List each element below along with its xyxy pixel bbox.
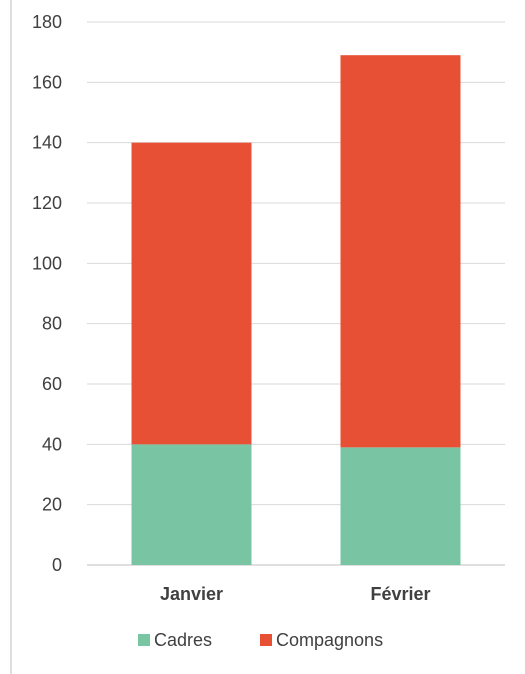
y-tick-label: 100 bbox=[32, 253, 62, 273]
y-tick-label: 160 bbox=[32, 72, 62, 92]
y-tick-label: 60 bbox=[42, 374, 62, 394]
y-tick-label: 180 bbox=[32, 12, 62, 32]
bars bbox=[131, 55, 461, 565]
y-tick-label: 140 bbox=[32, 133, 62, 153]
y-axis-tick-labels: 0 20 40 60 80 100 120 140 160 180 bbox=[32, 12, 62, 575]
legend: Cadres Compagnons bbox=[138, 630, 383, 650]
y-tick-label: 20 bbox=[42, 495, 62, 515]
legend-swatch-cadres bbox=[138, 634, 150, 646]
legend-label-cadres: Cadres bbox=[154, 630, 212, 650]
legend-swatch-compagnons bbox=[260, 634, 272, 646]
bar-cadres-2 bbox=[340, 447, 461, 565]
category-label: Janvier bbox=[160, 584, 223, 604]
legend-label-compagnons: Compagnons bbox=[276, 630, 383, 650]
y-tick-label: 40 bbox=[42, 434, 62, 454]
y-tick-label: 0 bbox=[52, 555, 62, 575]
bar-compagnons-2 bbox=[340, 55, 461, 448]
y-tick-label: 120 bbox=[32, 193, 62, 213]
y-tick-label: 80 bbox=[42, 314, 62, 334]
bar-compagnons-1 bbox=[131, 142, 252, 445]
x-axis-category-labels: Janvier Février bbox=[160, 584, 431, 604]
category-label: Février bbox=[370, 584, 430, 604]
bar-cadres-1 bbox=[131, 444, 252, 565]
